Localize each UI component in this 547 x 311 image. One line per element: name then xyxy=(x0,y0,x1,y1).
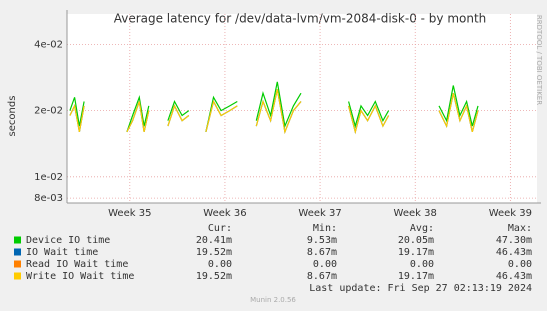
x-tick-label: Week 39 xyxy=(489,208,532,219)
legend-header: Avg: xyxy=(410,223,434,234)
y-tick-label: 2e-02 xyxy=(34,106,63,117)
last-update: Last update: Fri Sep 27 02:13:19 2024 xyxy=(309,283,532,294)
legend-stat: 46.43m xyxy=(496,247,532,258)
x-tick-label: Week 37 xyxy=(298,208,341,219)
x-tick-label: Week 35 xyxy=(108,208,151,219)
legend-swatch xyxy=(14,260,21,268)
chart-title: Average latency for /dev/data-lvm/vm-208… xyxy=(114,12,487,26)
side-label: RRDTOOL / TOBI OETIKER xyxy=(535,15,543,105)
legend-stat: 19.17m xyxy=(398,271,434,282)
legend-stat: 8.67m xyxy=(307,271,337,282)
series-line xyxy=(69,89,479,135)
x-tick-label: Week 38 xyxy=(394,208,437,219)
legend-stat: 20.41m xyxy=(196,235,232,246)
legend-header: Min: xyxy=(313,223,337,234)
legend-stat: 20.05m xyxy=(398,235,434,246)
legend-stat: 0.00 xyxy=(313,259,337,270)
legend-label: IO Wait time xyxy=(26,247,98,258)
plot-area xyxy=(67,14,537,203)
y-tick-label: 1e-02 xyxy=(34,172,63,183)
legend-stat: 19.52m xyxy=(196,247,232,258)
legend-stat: 46.43m xyxy=(496,271,532,282)
legend-stat: 0.00 xyxy=(410,259,434,270)
legend-stat: 0.00 xyxy=(208,259,232,270)
legend-label: Read IO Wait time xyxy=(26,259,128,270)
footer: Munin 2.0.56 xyxy=(250,296,296,304)
y-axis-label: seconds xyxy=(7,96,18,137)
legend-stat: 8.67m xyxy=(307,247,337,258)
legend-label: Device IO time xyxy=(26,235,110,246)
series-line xyxy=(69,81,479,133)
legend-swatch xyxy=(14,236,21,244)
y-tick-label: 4e-02 xyxy=(34,39,63,50)
legend-swatch xyxy=(14,248,21,256)
legend-stat: 19.17m xyxy=(398,247,434,258)
legend-swatch xyxy=(14,272,21,280)
y-tick-label: 8e-03 xyxy=(34,193,63,204)
legend-stat: 47.30m xyxy=(496,235,532,246)
legend-label: Write IO Wait time xyxy=(26,271,134,282)
legend-header: Cur: xyxy=(208,223,232,234)
legend-header: Max: xyxy=(508,223,532,234)
x-tick-label: Week 36 xyxy=(203,208,246,219)
legend-stat: 19.52m xyxy=(196,271,232,282)
legend-stat: 9.53m xyxy=(307,235,337,246)
legend-stat: 0.00 xyxy=(508,259,532,270)
